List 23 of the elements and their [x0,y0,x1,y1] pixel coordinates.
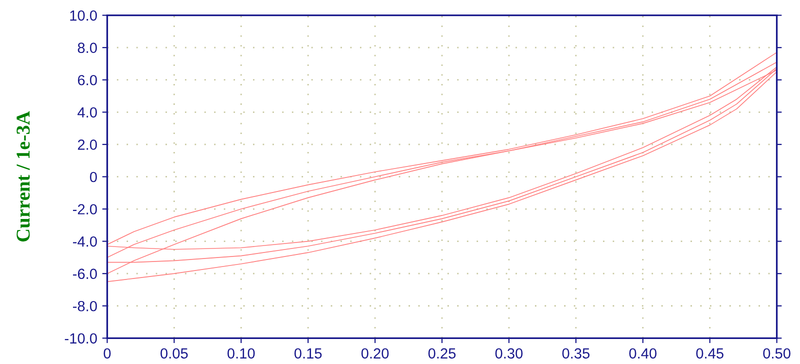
x-tick-label: 0.35 [562,348,590,359]
y-tick-label: -6.0 [73,268,97,280]
x-tick-label: 0.05 [160,348,188,359]
x-tick-label: 0.10 [228,348,255,359]
x-tick-label: 0.20 [361,348,389,359]
y-tick-label: -2.0 [73,204,97,214]
y-tick-label: 8.0 [78,42,97,54]
x-tick-label: 0.15 [294,348,322,359]
x-tick-label: 0 [104,348,111,359]
x-tick-label: 0.30 [495,348,523,359]
y-tick-label: -8.0 [73,300,97,312]
x-tick-label: 0.40 [629,348,657,359]
y-axis-title: Current / 1e-3A [16,111,30,242]
y-tick-label: 4.0 [78,107,97,118]
y-tick-label: 0 [90,172,97,182]
y-tick-label: -10.0 [64,333,97,344]
y-tick-label: 2.0 [78,140,97,150]
x-tick-label: 0.50 [763,348,790,359]
x-tick-label: 0.25 [428,348,456,359]
y-tick-label: 6.0 [78,74,97,86]
y-tick-label: -4.0 [73,236,97,247]
y-tick-label: 10.0 [70,10,97,21]
x-tick-label: 0.45 [696,348,724,359]
